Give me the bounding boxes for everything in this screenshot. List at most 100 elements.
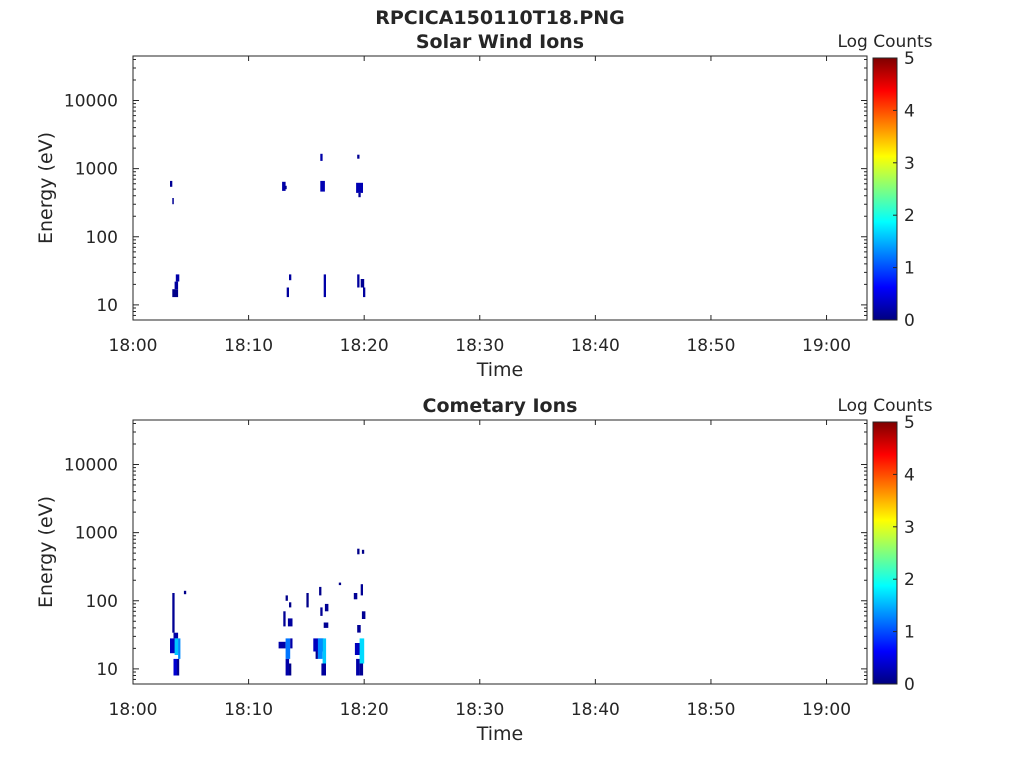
heatmap-cell: [174, 281, 179, 290]
y-tick-label: 100: [86, 592, 118, 612]
heatmap-cell: [172, 198, 174, 205]
y-tick-label: 10: [96, 660, 118, 680]
heatmap-cell: [324, 603, 329, 612]
x-axis-label: Time: [476, 359, 524, 381]
x-axis: 18:00 18:10 18:20 18:30 18:40 18:50 19:00: [109, 420, 851, 720]
figure-title: RPCICA150110T18.PNG: [375, 7, 625, 29]
colorbar-tick-label: 4: [904, 465, 915, 485]
x-tick-label: 18:50: [686, 700, 735, 720]
y-tick-label: 10000: [64, 92, 118, 112]
colorbar: [872, 57, 898, 321]
x-tick-label: 18:30: [455, 336, 504, 356]
y-axis-label: Energy (eV): [35, 496, 57, 608]
colorbar-label: Log Counts: [837, 396, 932, 416]
heatmap-cell: [357, 154, 360, 159]
plot-frame: [132, 55, 868, 321]
heatmap-cell: [290, 638, 293, 649]
heatmap-cell: [178, 638, 181, 659]
x-tick-label: 18:10: [224, 336, 273, 356]
heatmap-cell: [172, 289, 179, 298]
heatmap-cell: [319, 586, 322, 596]
heatmap-cell: [183, 590, 187, 595]
colorbar-axis: 0 1 2 3 4 5: [893, 413, 915, 695]
cometary-panel: Cometary Ions Energy (eV) Time Log Count…: [35, 395, 933, 745]
heatmap-cell: [359, 663, 364, 676]
colorbar-tick-label: 3: [904, 154, 915, 174]
y-tick-label: 10: [96, 296, 118, 316]
heatmap-cell: [359, 638, 365, 664]
y-tick-label: 100: [86, 228, 118, 248]
colorbar-tick-label: 4: [904, 101, 915, 121]
colorbar-tick-label: 3: [904, 518, 915, 538]
y-tick-label: 1000: [75, 160, 118, 180]
heatmap-cell: [306, 593, 309, 608]
heatmap-cell: [175, 274, 180, 282]
heatmap-cell: [287, 618, 293, 627]
heatmap-cell: [360, 279, 365, 288]
heatmap-cell: [360, 584, 363, 596]
heatmap-cell: [285, 658, 290, 676]
heatmap-cell: [320, 607, 323, 616]
colorbar-tick-label: 1: [904, 623, 915, 643]
heatmap-cell: [285, 638, 291, 659]
heatmap-cell: [320, 180, 325, 192]
heatmap-cell: [278, 641, 286, 649]
heatmap-cell: [289, 663, 292, 676]
heatmap-cell: [358, 192, 361, 198]
heatmap-cell: [322, 638, 327, 664]
heatmap-cell: [284, 185, 287, 190]
x-tick-label: 18:20: [340, 336, 389, 356]
heatmap-cell: [317, 638, 323, 659]
y-tick-label: 10000: [64, 456, 118, 476]
x-axis-label: Time: [476, 723, 524, 745]
heatmap-cell: [357, 274, 360, 288]
heatmap-cells: [170, 548, 366, 676]
heatmap-cell: [172, 593, 175, 633]
heatmap-cell: [289, 602, 292, 608]
heatmap-cell: [320, 153, 323, 161]
heatmap-cell: [174, 638, 179, 655]
y-axis: 10 100 1000 10000: [64, 58, 867, 321]
panel-title: Solar Wind Ions: [416, 31, 584, 53]
x-axis: 18:00 18:10 18:20 18:30 18:40 18:50 19:00: [109, 56, 851, 356]
heatmap-cell: [357, 625, 361, 633]
heatmap-cell: [323, 274, 326, 298]
colorbar-axis: 0 1 2 3 4 5: [893, 49, 915, 331]
colorbar: [872, 421, 898, 685]
colorbar-tick-label: 2: [904, 570, 915, 590]
x-tick-label: 18:20: [340, 700, 389, 720]
heatmap-cell: [173, 658, 177, 676]
heatmap-cell: [285, 595, 288, 601]
heatmap-cells: [170, 153, 366, 298]
heatmap-cell: [321, 663, 326, 676]
y-tick-label: 1000: [75, 524, 118, 544]
x-tick-label: 18:50: [686, 336, 735, 356]
heatmap-cell: [176, 658, 180, 676]
heatmap-cell: [286, 287, 289, 298]
heatmap-cell: [361, 611, 366, 619]
x-tick-label: 19:00: [802, 336, 851, 356]
heatmap-cell: [282, 181, 286, 191]
heatmap-cell: [170, 180, 173, 187]
x-tick-label: 18:30: [455, 700, 504, 720]
heatmap-cell: [170, 638, 179, 654]
x-tick-label: 18:40: [571, 700, 620, 720]
heatmap-cell: [323, 622, 329, 628]
x-tick-label: 18:10: [224, 700, 273, 720]
x-tick-label: 18:00: [109, 700, 158, 720]
heatmap-cell: [363, 287, 366, 298]
colorbar-tick-label: 5: [904, 413, 915, 433]
heatmap-cell: [173, 632, 179, 639]
heatmap-cell: [357, 548, 360, 555]
solar-wind-panel: Solar Wind Ions Energy (eV) Time Log Cou…: [35, 31, 933, 381]
plot-frame: [132, 419, 868, 685]
colorbar-tick-label: 0: [904, 311, 915, 331]
heatmap-cell: [356, 182, 363, 193]
colorbar-tick-label: 1: [904, 259, 915, 279]
heatmap-cell: [354, 643, 362, 655]
heatmap-cell: [283, 611, 286, 627]
heatmap-cell: [356, 658, 360, 676]
x-tick-label: 18:00: [109, 336, 158, 356]
colorbar-tick-label: 0: [904, 675, 915, 695]
